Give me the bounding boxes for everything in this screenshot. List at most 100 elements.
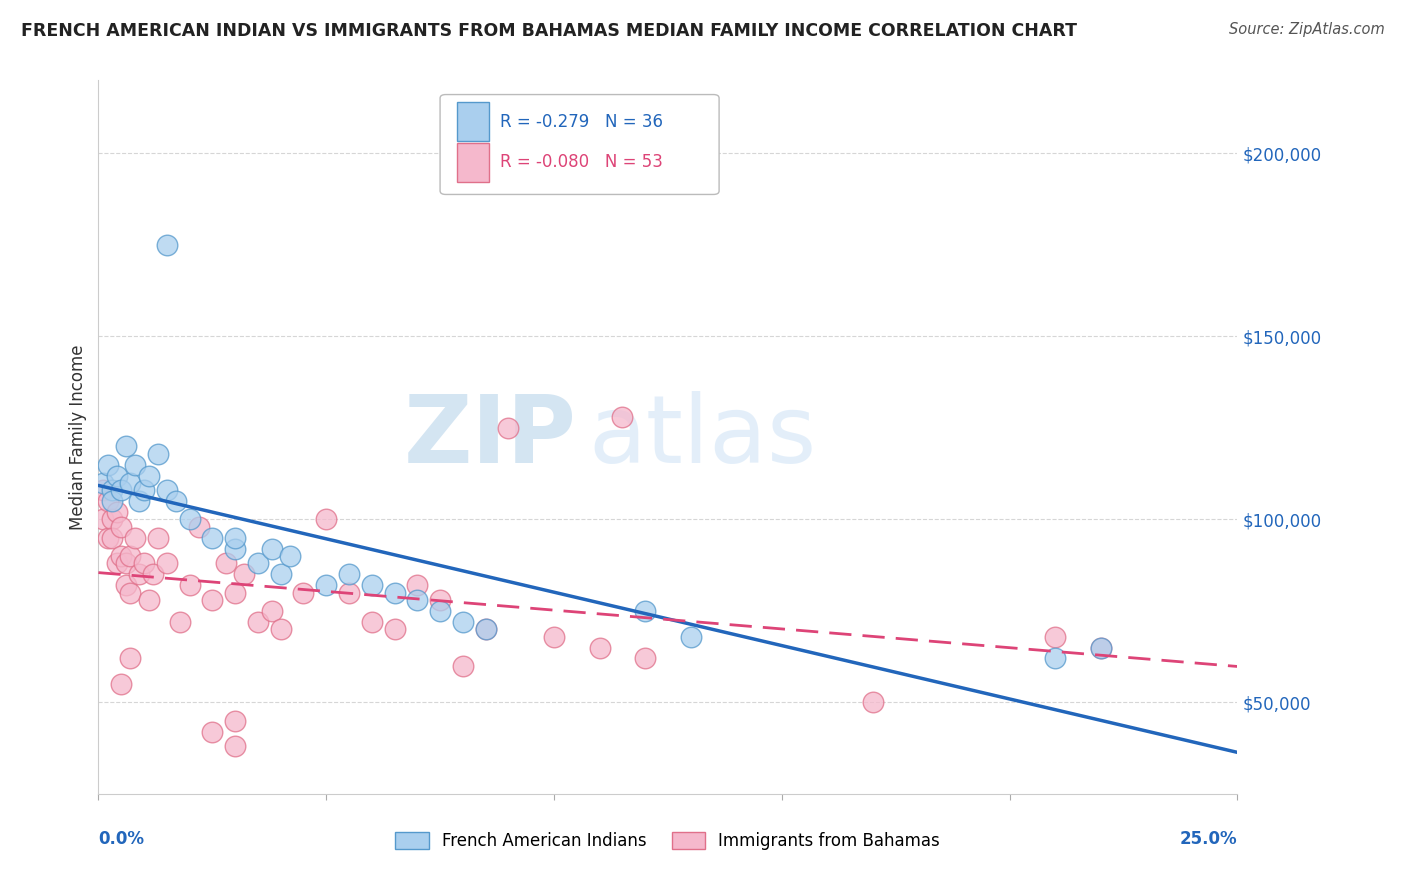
Point xyxy=(96,494,118,508)
Point xyxy=(101,483,124,497)
Point xyxy=(224,541,246,556)
Point xyxy=(337,567,360,582)
Text: atlas: atlas xyxy=(588,391,817,483)
Point xyxy=(337,585,360,599)
Point xyxy=(246,557,269,571)
Point xyxy=(201,724,224,739)
Point xyxy=(451,615,474,629)
Text: FRENCH AMERICAN INDIAN VS IMMIGRANTS FROM BAHAMAS MEDIAN FAMILY INCOME CORRELATI: FRENCH AMERICAN INDIAN VS IMMIGRANTS FRO… xyxy=(21,22,1077,40)
Point xyxy=(96,531,118,545)
Point xyxy=(360,615,382,629)
Point xyxy=(215,557,238,571)
Point xyxy=(278,549,301,563)
Point xyxy=(101,531,124,545)
Point xyxy=(406,578,429,592)
Point xyxy=(224,714,246,728)
Point xyxy=(634,651,657,665)
Point xyxy=(179,512,201,526)
Point xyxy=(146,446,169,460)
Point xyxy=(474,622,496,636)
Point xyxy=(224,585,246,599)
Point xyxy=(120,651,142,665)
Point xyxy=(862,695,884,709)
Point xyxy=(384,622,406,636)
Point xyxy=(114,557,136,571)
Text: R = -0.279   N = 36: R = -0.279 N = 36 xyxy=(501,112,664,130)
Point xyxy=(201,593,224,607)
Point xyxy=(128,494,150,508)
Point xyxy=(201,531,224,545)
Point xyxy=(612,409,634,424)
Point xyxy=(1043,630,1066,644)
Point xyxy=(543,630,565,644)
Point xyxy=(224,739,246,754)
Point xyxy=(110,549,132,563)
Point xyxy=(156,483,179,497)
Point xyxy=(179,578,201,592)
Point xyxy=(165,494,187,508)
Text: 0.0%: 0.0% xyxy=(98,830,145,847)
Point xyxy=(270,622,292,636)
Point xyxy=(233,567,256,582)
Y-axis label: Median Family Income: Median Family Income xyxy=(69,344,87,530)
Point xyxy=(120,475,142,490)
Point xyxy=(105,505,128,519)
Point xyxy=(169,615,191,629)
Point xyxy=(588,640,610,655)
Point xyxy=(91,483,114,497)
Point xyxy=(124,531,146,545)
Point xyxy=(114,578,136,592)
Text: ZIP: ZIP xyxy=(404,391,576,483)
Point xyxy=(1090,640,1112,655)
Point xyxy=(474,622,496,636)
Point xyxy=(292,585,315,599)
Point xyxy=(110,483,132,497)
Point xyxy=(105,557,128,571)
Legend: French American Indians, Immigrants from Bahamas: French American Indians, Immigrants from… xyxy=(389,825,946,857)
Point xyxy=(91,512,114,526)
Point xyxy=(96,458,118,472)
Point xyxy=(114,439,136,453)
Point xyxy=(187,520,209,534)
Point xyxy=(110,520,132,534)
Point xyxy=(138,468,160,483)
Point xyxy=(101,512,124,526)
Point xyxy=(101,494,124,508)
Point xyxy=(128,567,150,582)
Point xyxy=(270,567,292,582)
Point xyxy=(406,593,429,607)
Point xyxy=(260,541,283,556)
FancyBboxPatch shape xyxy=(440,95,718,194)
Point xyxy=(105,468,128,483)
Point xyxy=(224,531,246,545)
Point xyxy=(679,630,702,644)
Point xyxy=(142,567,165,582)
Point xyxy=(498,421,520,435)
Point xyxy=(634,604,657,618)
Point xyxy=(120,549,142,563)
Point xyxy=(146,531,169,545)
FancyBboxPatch shape xyxy=(457,143,489,182)
Point xyxy=(132,557,155,571)
Point xyxy=(120,585,142,599)
Text: 25.0%: 25.0% xyxy=(1180,830,1237,847)
Point xyxy=(156,557,179,571)
Point xyxy=(138,593,160,607)
Text: Source: ZipAtlas.com: Source: ZipAtlas.com xyxy=(1229,22,1385,37)
Point xyxy=(110,677,132,691)
Point xyxy=(360,578,382,592)
Text: R = -0.080   N = 53: R = -0.080 N = 53 xyxy=(501,153,664,171)
Point xyxy=(246,615,269,629)
Point xyxy=(156,238,179,252)
Point xyxy=(124,458,146,472)
Point xyxy=(451,658,474,673)
Point xyxy=(384,585,406,599)
Point xyxy=(132,483,155,497)
Point xyxy=(429,604,451,618)
Point xyxy=(1090,640,1112,655)
Point xyxy=(429,593,451,607)
Point xyxy=(1043,651,1066,665)
Point xyxy=(315,578,337,592)
Point xyxy=(260,604,283,618)
Point xyxy=(315,512,337,526)
